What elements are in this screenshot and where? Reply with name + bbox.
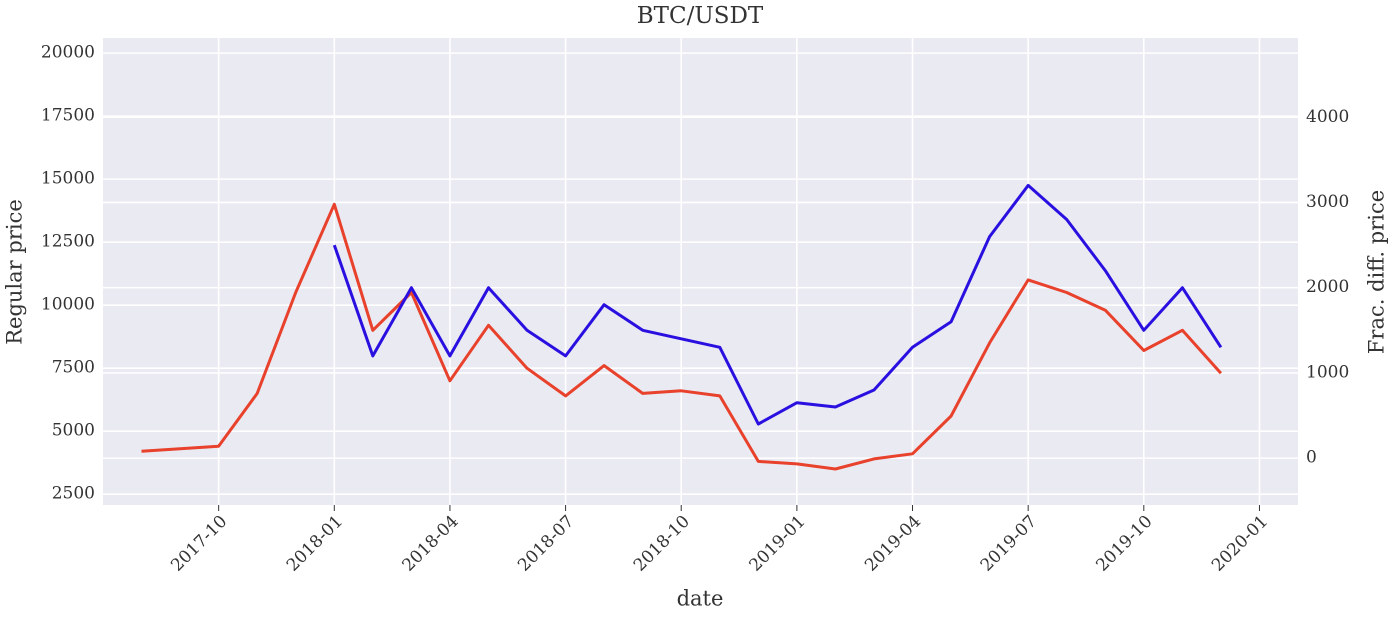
y-tick-label: 2500 [52,484,95,504]
y2-axis-label: Frac. diff. price [1365,190,1389,354]
y2-tick-label: 1000 [1306,362,1349,382]
y2-tick-label: 4000 [1306,107,1349,127]
y-tick-label: 15000 [41,169,95,189]
x-tick-label: 2019-01 [745,512,809,576]
x-tick-label: 2019-07 [977,512,1041,576]
y-tick-label: 17500 [41,106,95,126]
x-tick-label: 2018-07 [514,512,578,576]
y-tick-label: 7500 [52,358,95,378]
y-tick-label: 5000 [52,421,95,441]
y-tick-label: 10000 [41,295,95,315]
x-tick-label: 2018-01 [283,512,347,576]
y2-tick-label: 3000 [1306,192,1349,212]
y2-tick-label: 0 [1306,448,1317,468]
x-tick-label: 2020-01 [1208,512,1272,576]
plot-area [103,38,1298,505]
x-tick-label: 2017-10 [167,512,231,576]
x-tick-label: 2018-10 [630,512,694,576]
x-axis-label: date [677,587,724,611]
line-series [332,183,1223,426]
y-tick-label: 20000 [41,43,95,63]
x-tick-label: 2019-04 [861,512,925,576]
x-tick-label: 2019-10 [1092,512,1156,576]
y-axis-label: Regular price [3,199,27,345]
chart-title: BTC/USDT [637,3,764,29]
line-series [141,202,1223,471]
y-tick-label: 12500 [41,232,95,252]
y2-tick-label: 2000 [1306,277,1349,297]
x-tick-label: 2018-04 [399,512,463,576]
